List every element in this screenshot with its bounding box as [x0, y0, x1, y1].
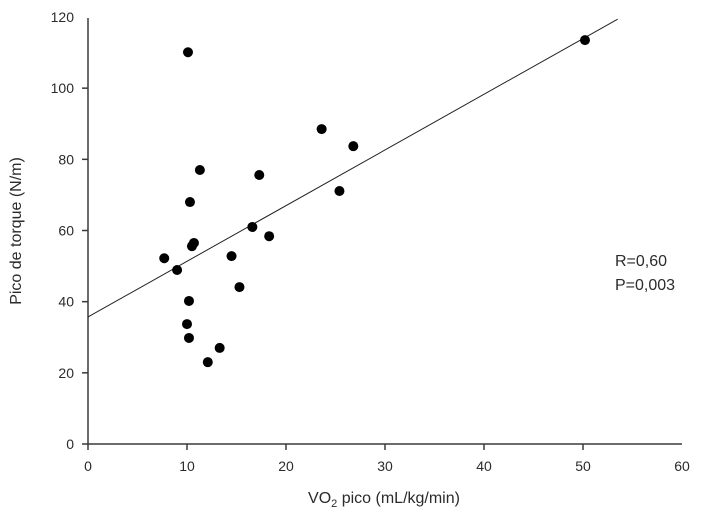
x-axis-title-rest: pico (mL/kg/min) [337, 490, 460, 507]
data-point [188, 237, 199, 248]
y-tick-label: 100 [51, 80, 75, 96]
y-tick-label: 120 [51, 9, 75, 25]
x-ticks: 0 10 20 30 40 50 60 [84, 444, 690, 474]
data-points [159, 35, 590, 368]
data-point [264, 231, 275, 242]
data-point [254, 169, 265, 180]
data-point [316, 124, 327, 135]
x-axis-title-subscript: 2 [331, 498, 337, 510]
x-axis-title-main: VO [308, 490, 331, 507]
data-point [348, 141, 359, 152]
annotation-p-value: P=0,003 [615, 277, 675, 294]
x-tick-label: 60 [674, 458, 690, 474]
data-point [579, 35, 590, 46]
x-axis-title: VO2 pico (mL/kg/min) [308, 490, 460, 510]
data-point [172, 264, 183, 275]
data-point [194, 165, 205, 176]
y-tick-label: 60 [58, 223, 74, 239]
x-tick-label: 50 [575, 458, 591, 474]
data-point [182, 47, 193, 58]
regression-line [87, 18, 618, 318]
data-point [183, 332, 194, 343]
data-point [182, 319, 192, 330]
x-tick-label: 40 [476, 458, 492, 474]
data-point [183, 295, 194, 306]
x-tick-label: 10 [179, 458, 195, 474]
x-tick-label: 20 [278, 458, 294, 474]
y-axis-title: Pico de torque (N/m) [8, 157, 25, 305]
data-point [159, 253, 170, 264]
data-point [214, 342, 225, 353]
annotation-r-value: R=0,60 [615, 253, 667, 270]
data-point [226, 251, 237, 262]
data-point [234, 282, 245, 293]
data-point [247, 221, 258, 232]
y-tick-label: 0 [66, 436, 74, 452]
y-tick-label: 80 [58, 151, 74, 167]
data-point [334, 186, 345, 197]
y-tick-label: 40 [58, 294, 74, 310]
data-point [202, 357, 213, 368]
x-tick-label: 30 [377, 458, 393, 474]
data-point [184, 197, 195, 208]
x-tick-label: 0 [84, 458, 92, 474]
y-ticks: 0 20 40 60 80 100 120 [51, 9, 88, 452]
axes [82, 18, 682, 450]
y-tick-label: 20 [58, 365, 74, 381]
